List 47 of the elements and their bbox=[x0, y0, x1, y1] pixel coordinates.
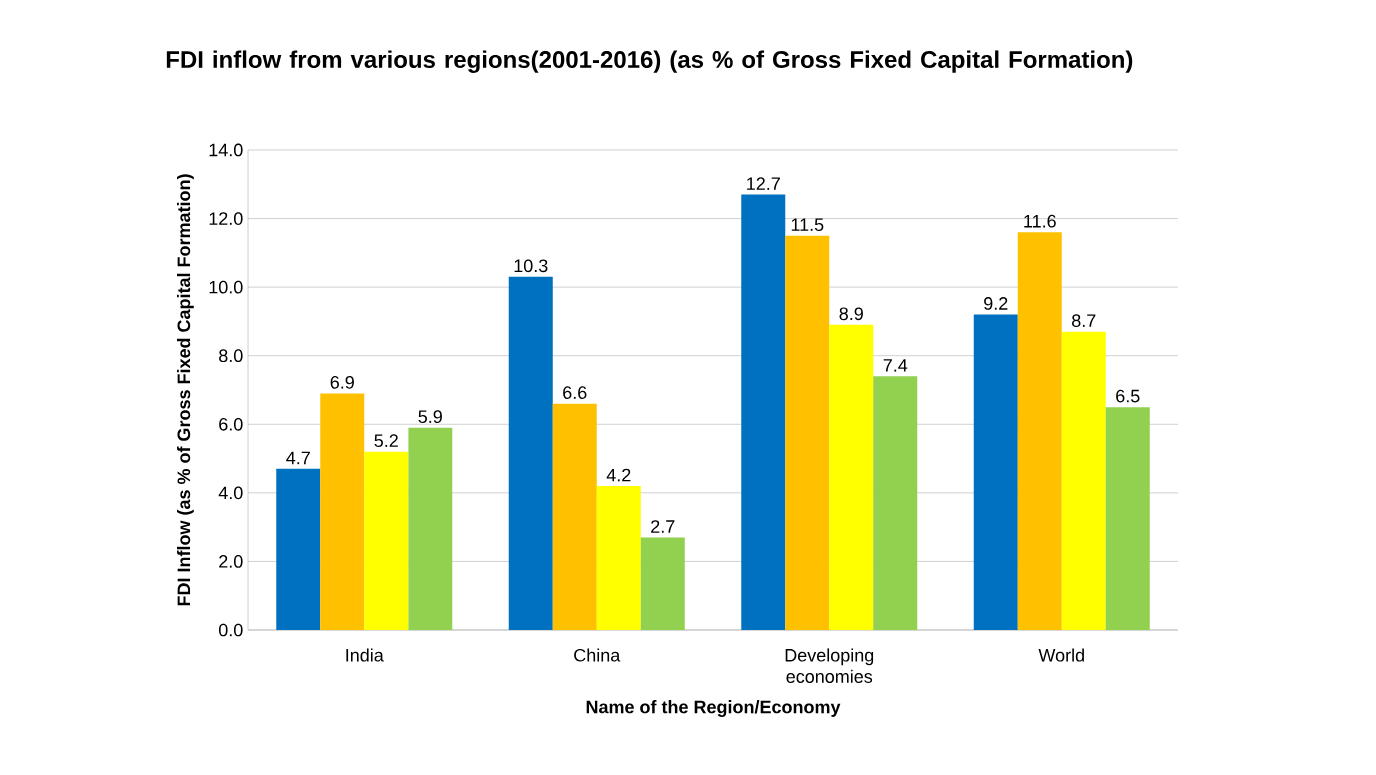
data-label: 11.5 bbox=[791, 218, 824, 231]
x-tick-label: World bbox=[1038, 648, 1084, 662]
y-tick-label: 4.0 bbox=[218, 486, 243, 500]
bar bbox=[364, 451, 409, 630]
data-label: 11.6 bbox=[1024, 214, 1056, 228]
data-label: 5.9 bbox=[418, 410, 442, 423]
x-tick-label: Developing economies bbox=[785, 648, 874, 683]
y-tick-label: 6.0 bbox=[219, 417, 243, 431]
data-label: 4.7 bbox=[286, 451, 310, 465]
x-axis-title: Name of the Region/Economy bbox=[586, 700, 841, 717]
bar bbox=[276, 468, 321, 630]
bar bbox=[1017, 232, 1062, 630]
y-axis-title: FDI Inflow (as % of Gross Fixed Capital Formation) bbox=[176, 174, 194, 606]
x-tick-label: India bbox=[346, 648, 384, 662]
data-label: 12.7 bbox=[747, 177, 780, 190]
x-tick-label: China bbox=[574, 648, 621, 662]
bar bbox=[408, 427, 453, 630]
data-label: 6.6 bbox=[563, 386, 587, 399]
data-label: 8.7 bbox=[1072, 314, 1096, 327]
bar bbox=[508, 276, 553, 630]
bar bbox=[741, 194, 786, 630]
bar bbox=[320, 393, 365, 630]
bar bbox=[596, 486, 641, 630]
data-label: 8.9 bbox=[839, 307, 863, 321]
data-label: 6.9 bbox=[330, 375, 354, 389]
y-tick-label: 8.0 bbox=[219, 349, 243, 363]
bar bbox=[640, 537, 685, 630]
chart-title: FDI inflow from various regions(2001-2016) (as % of Gross Fixed Capital Formation) bbox=[166, 50, 1133, 73]
bar bbox=[829, 324, 874, 630]
bar bbox=[785, 235, 830, 630]
data-label: 4.2 bbox=[606, 468, 631, 482]
y-tick-label: 2.0 bbox=[219, 555, 243, 568]
bar bbox=[973, 314, 1018, 630]
data-label: 5.2 bbox=[374, 434, 398, 447]
bar bbox=[1061, 331, 1106, 630]
y-tick-label: 12.0 bbox=[209, 212, 243, 225]
data-label: 7.4 bbox=[883, 359, 908, 372]
bar bbox=[1105, 407, 1150, 630]
bar bbox=[873, 376, 918, 630]
data-label: 2.7 bbox=[651, 520, 675, 533]
y-tick-label: 10.0 bbox=[209, 280, 243, 294]
data-label: 6.5 bbox=[1116, 389, 1140, 403]
y-tick-label: 0.0 bbox=[218, 623, 243, 637]
data-label: 9.2 bbox=[984, 297, 1008, 310]
y-tick-label: 14.0 bbox=[209, 143, 243, 157]
bar bbox=[552, 403, 597, 630]
data-label: 10.3 bbox=[514, 259, 548, 273]
